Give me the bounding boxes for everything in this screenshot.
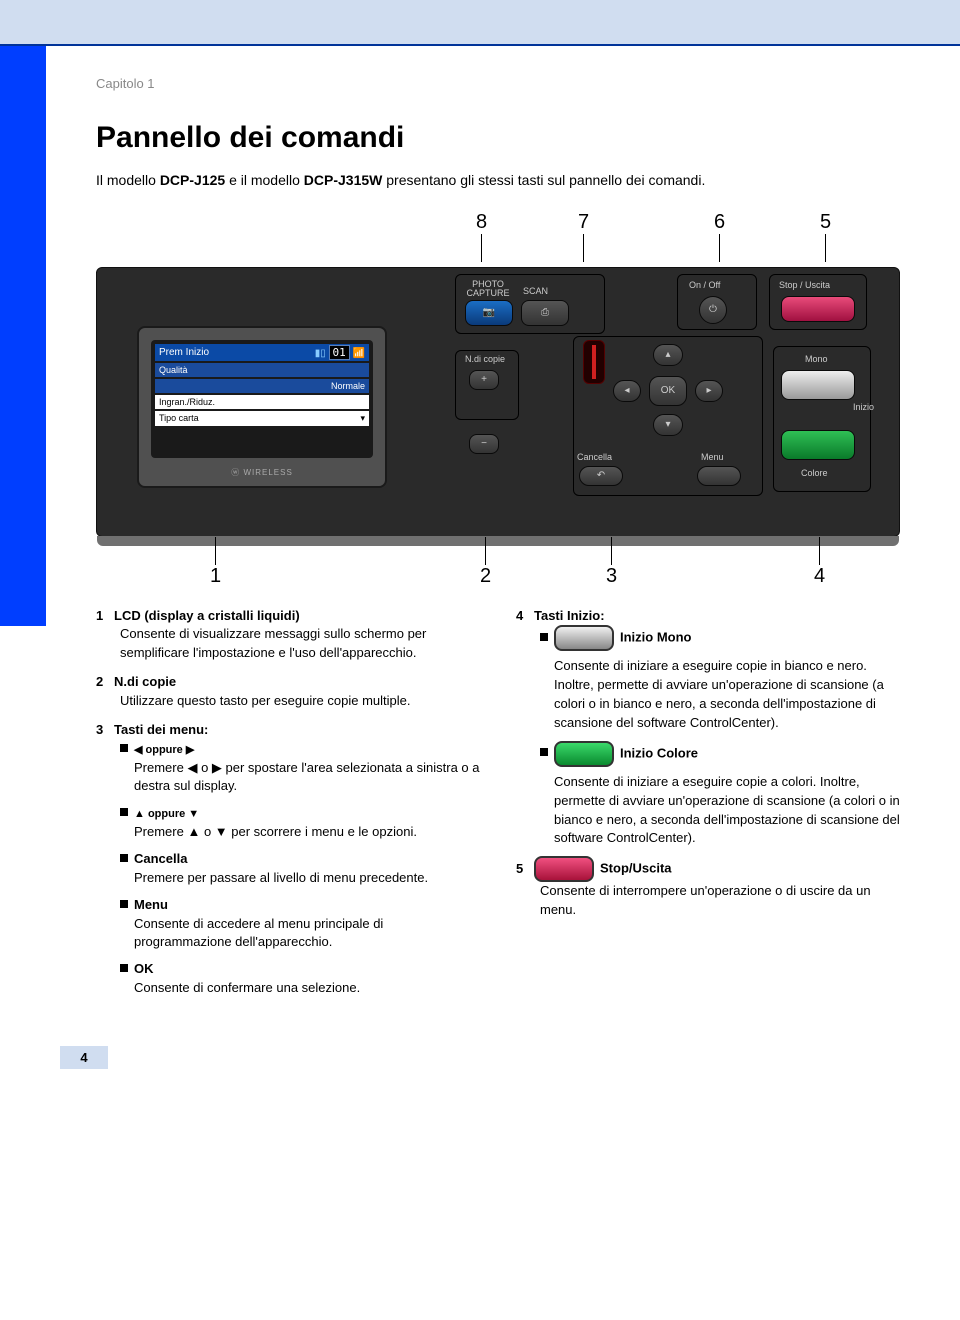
right-column: 4Tasti Inizio: Inizio Mono Consente di i… xyxy=(516,607,900,1006)
nav-up-button[interactable]: ▴ xyxy=(653,344,683,366)
callout-4: 4 xyxy=(814,537,825,588)
ok-button[interactable]: OK xyxy=(649,376,687,406)
nav-left-button[interactable]: ◂ xyxy=(613,380,641,402)
start-color-button[interactable] xyxy=(781,430,855,460)
cancel-button[interactable]: ↶ xyxy=(579,466,623,486)
stop-pill-icon xyxy=(534,856,594,882)
mono-pill-icon xyxy=(554,625,614,651)
nav-right-button[interactable]: ▸ xyxy=(695,380,723,402)
intro-text: Il modello DCP-J125 e il modello DCP-J31… xyxy=(96,171,900,191)
callout-3: 3 xyxy=(606,537,617,588)
wireless-label: ⓦ WIRELESS xyxy=(139,467,385,478)
chapter-label: Capitolo 1 xyxy=(96,76,900,91)
control-panel: Prem Inizio ▮▯ 01 📶 Qualità Normale Ingr… xyxy=(96,267,900,537)
photo-capture-button[interactable]: 📷 xyxy=(465,300,513,326)
page-content: Capitolo 1 Pannello dei comandi Il model… xyxy=(0,46,960,1089)
callout-5: 5 xyxy=(820,211,831,262)
button-cluster: PHOTO CAPTURE SCAN 📷 ⎙ On / Off ⏻ Stop /… xyxy=(467,284,883,520)
copies-minus-button[interactable]: − xyxy=(469,434,499,454)
nav-down-button[interactable]: ▾ xyxy=(653,414,683,436)
description-columns: 1LCD (display a cristalli liquidi) Conse… xyxy=(96,607,900,1006)
power-button[interactable]: ⏻ xyxy=(699,296,727,324)
color-pill-icon xyxy=(554,741,614,767)
callout-7: 7 xyxy=(578,211,589,262)
callout-8: 8 xyxy=(476,211,487,262)
stop-button[interactable] xyxy=(781,296,855,322)
menu-button[interactable] xyxy=(697,466,741,486)
callout-2: 2 xyxy=(480,537,491,588)
lcd-frame: Prem Inizio ▮▯ 01 📶 Qualità Normale Ingr… xyxy=(137,326,387,488)
header-bar xyxy=(0,0,960,46)
control-panel-diagram: 8 7 6 5 Prem Inizio ▮▯ 01 📶 Qualità Norm… xyxy=(96,211,900,593)
page-title: Pannello dei comandi xyxy=(96,121,900,155)
page-number: 4 xyxy=(60,1046,108,1069)
callout-1: 1 xyxy=(210,537,221,588)
start-mono-button[interactable] xyxy=(781,370,855,400)
callout-6: 6 xyxy=(714,211,725,262)
scan-button[interactable]: ⎙ xyxy=(521,300,569,326)
left-column: 1LCD (display a cristalli liquidi) Conse… xyxy=(96,607,480,1006)
copies-plus-button[interactable]: + xyxy=(469,370,499,390)
lcd-screen: Prem Inizio ▮▯ 01 📶 Qualità Normale Ingr… xyxy=(151,340,373,458)
